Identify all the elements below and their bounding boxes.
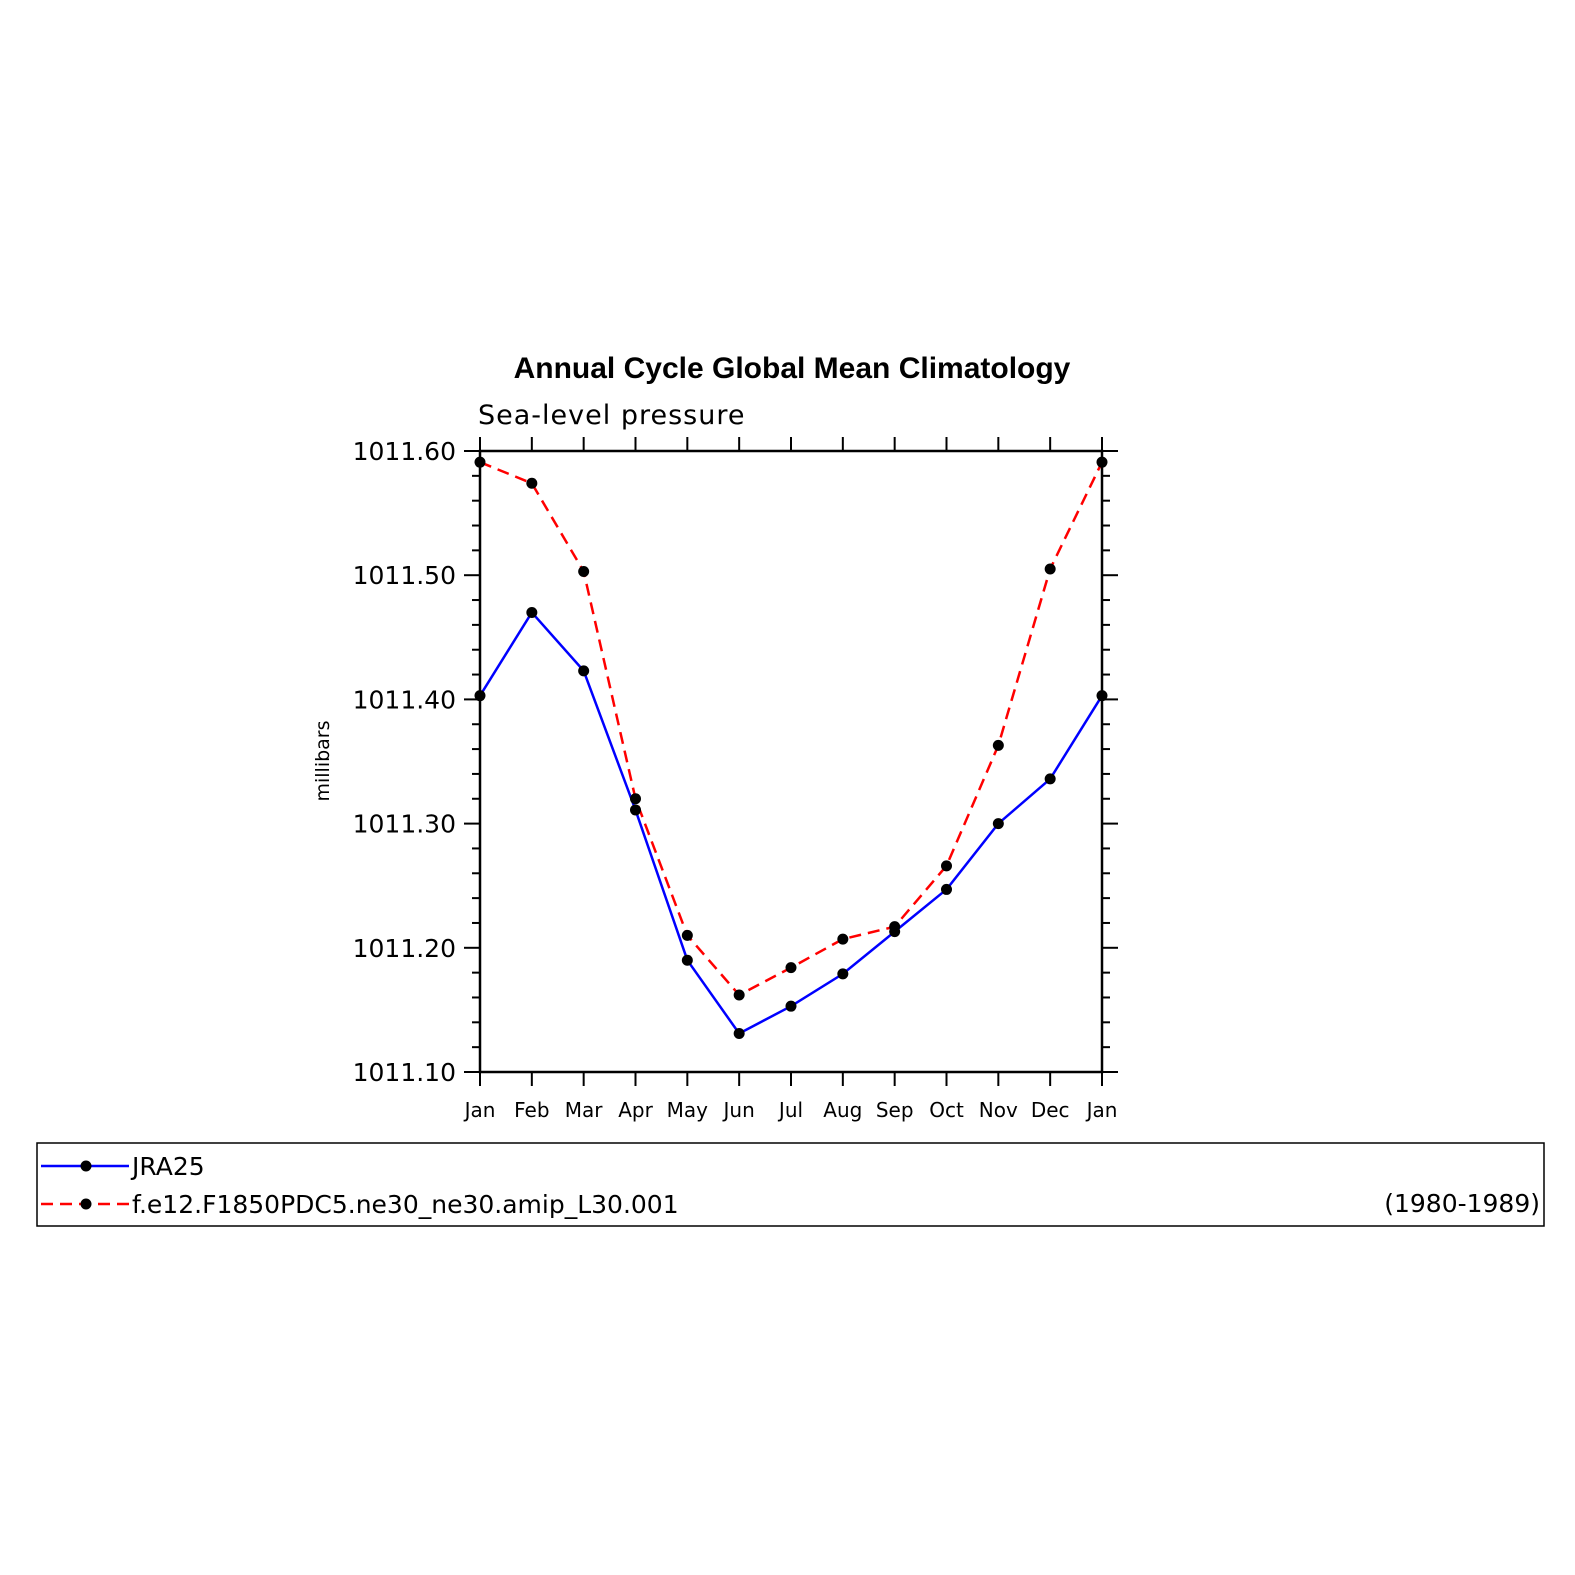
y-tick-label: 1011.20 <box>353 934 456 963</box>
data-point <box>837 933 849 945</box>
data-point <box>941 883 952 895</box>
x-tick-label: Jul <box>777 1098 803 1122</box>
legend-marker <box>80 1198 92 1210</box>
x-tick-label: Dec <box>1031 1098 1070 1122</box>
x-tick-label: Mar <box>565 1098 604 1122</box>
series-lines <box>478 461 1104 1036</box>
data-point <box>785 1000 797 1012</box>
data-point <box>889 921 901 933</box>
data-point <box>526 477 538 489</box>
data-point <box>578 665 590 677</box>
x-tick-label: Sep <box>876 1098 914 1122</box>
x-tick-label: Jun <box>722 1098 755 1122</box>
x-tick-label: May <box>667 1098 709 1122</box>
data-point <box>474 690 486 702</box>
chart-title: Annual Cycle Global Mean Climatology <box>514 352 1071 385</box>
data-point <box>785 962 797 974</box>
y-tick-label: 1011.40 <box>353 685 456 714</box>
data-point <box>733 1027 745 1039</box>
legend-marker <box>80 1160 92 1172</box>
legend-label: f.e12.F1850PDC5.ne30_ne30.amip_L30.001 <box>132 1190 679 1219</box>
data-point <box>992 739 1004 751</box>
series-points <box>474 456 1108 1039</box>
data-point <box>526 606 538 618</box>
y-tick-label: 1011.10 <box>353 1058 456 1087</box>
data-point <box>681 954 693 966</box>
plot-frame <box>478 449 1104 1074</box>
x-tick-label: Aug <box>823 1098 862 1122</box>
y-tick-label: 1011.60 <box>353 437 456 466</box>
legend-label: JRA25 <box>130 1152 205 1181</box>
data-point <box>1044 773 1056 785</box>
x-tick-label: Apr <box>618 1098 653 1122</box>
legend-box <box>36 1142 1545 1227</box>
legend: (1980-1989) JRA25 f.e12.F1850PDC5.ne30_ne… <box>36 1142 1545 1227</box>
data-point <box>992 818 1004 830</box>
plot-axes: Jan Feb Mar Apr May Jun Jul Aug Sep Oct Nov Dec Jan 1… <box>353 437 1118 1122</box>
data-point <box>630 793 641 805</box>
data-point <box>578 565 590 577</box>
data-point <box>837 968 849 980</box>
data-point <box>630 804 641 816</box>
data-point <box>681 929 693 941</box>
chart-subtitle: Sea-level pressure <box>478 400 745 431</box>
x-tick-label: Oct <box>929 1098 964 1122</box>
data-point <box>1096 456 1108 468</box>
y-tick-label: 1011.50 <box>353 561 456 590</box>
data-point <box>733 989 745 1001</box>
data-point <box>1044 563 1056 575</box>
x-tick-label: Jan <box>1085 1098 1118 1122</box>
x-tick-label: Nov <box>979 1098 1018 1122</box>
data-point <box>941 860 952 872</box>
y-tick-label: 1011.30 <box>353 810 456 839</box>
x-tick-label: Feb <box>514 1098 549 1122</box>
y-axis-label: millibars <box>312 720 334 801</box>
legend-note: (1980-1989) <box>1384 1189 1540 1218</box>
data-point <box>474 456 486 468</box>
data-point <box>1096 690 1108 702</box>
x-tick-label: Jan <box>463 1098 496 1122</box>
series-line <box>479 461 1104 997</box>
